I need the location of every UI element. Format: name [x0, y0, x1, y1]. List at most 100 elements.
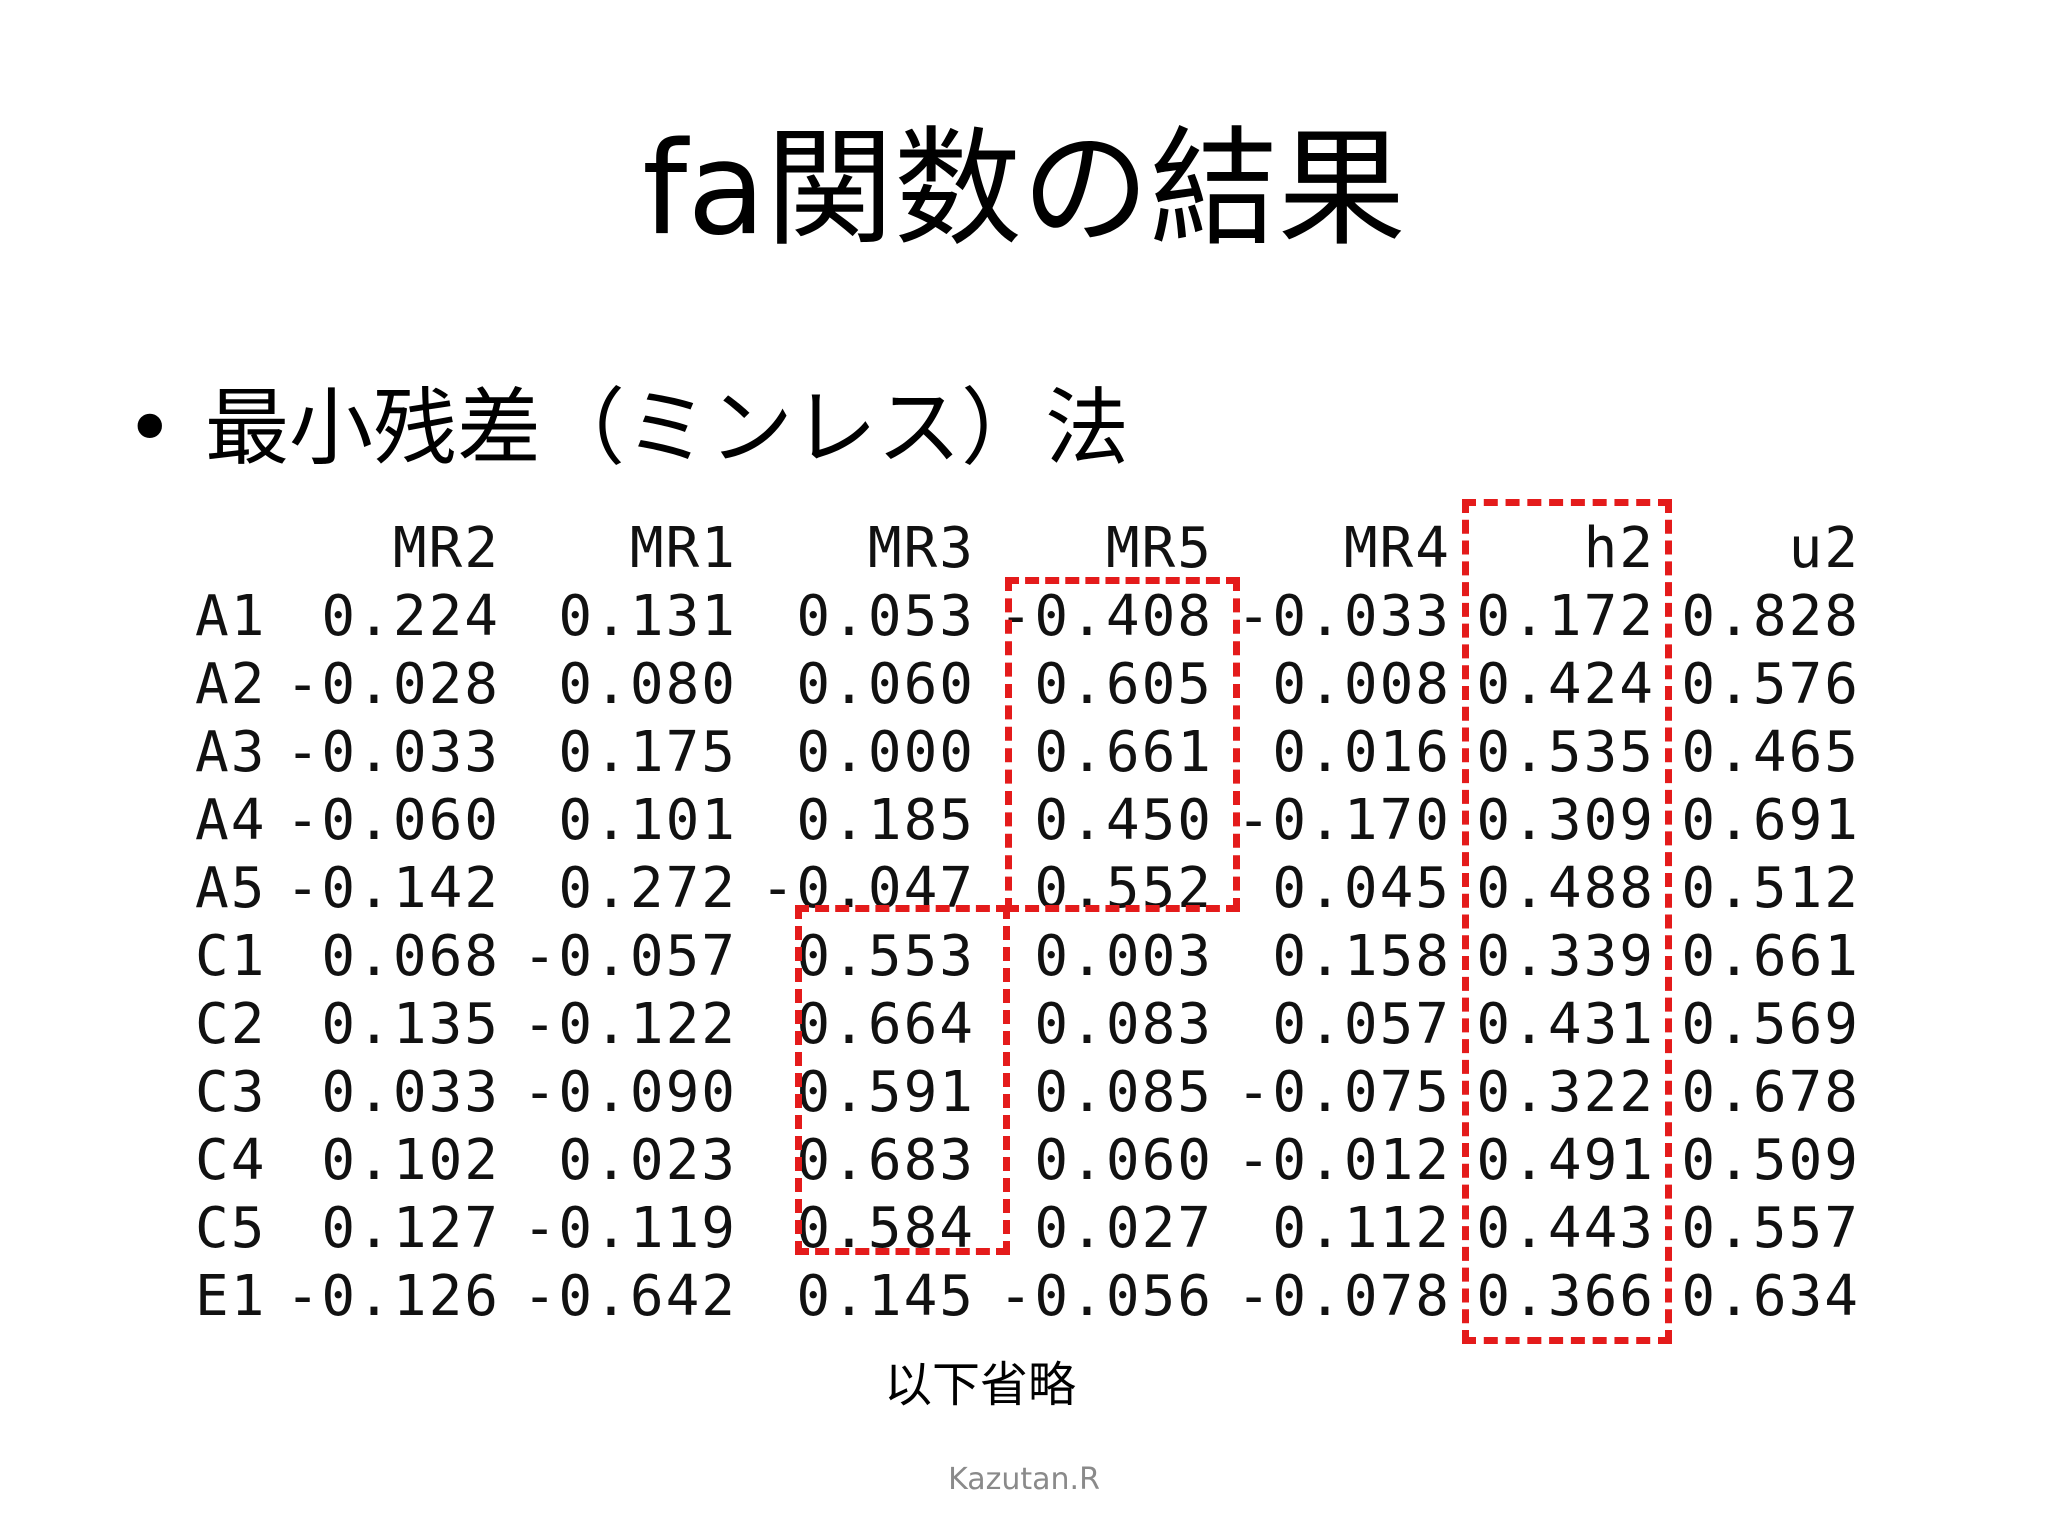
table-cell: 0.027 — [1034, 1196, 1213, 1261]
table-cell: 0.033 — [321, 1060, 500, 1125]
table-cell: 0.131 — [558, 584, 737, 649]
table-cell: 0.080 — [558, 652, 737, 717]
table-cell: 0.664 — [796, 992, 975, 1057]
table-cell: 0.309 — [1476, 788, 1655, 853]
row-label-a1: A1 — [195, 584, 267, 649]
table-cell: 0.339 — [1476, 924, 1655, 989]
table-cell: 0.553 — [796, 924, 975, 989]
bullet-item: • 最小残差（ミンレス）法 — [125, 378, 1129, 478]
table-cell: -0.642 — [522, 1264, 737, 1329]
table-cell: -0.408 — [998, 584, 1213, 649]
table-cell: 0.465 — [1681, 720, 1860, 785]
table-cell: 0.512 — [1681, 856, 1860, 921]
table-cell: -0.122 — [522, 992, 737, 1057]
table-cell: 0.591 — [796, 1060, 975, 1125]
table-cell: -0.056 — [998, 1264, 1213, 1329]
table-cell: -0.033 — [285, 720, 500, 785]
table-cell: -0.170 — [1236, 788, 1451, 853]
row-label-a2: A2 — [195, 652, 267, 717]
table-cell: 0.016 — [1272, 720, 1451, 785]
table-cell: 0.172 — [1476, 584, 1655, 649]
table-cell: 0.488 — [1476, 856, 1655, 921]
row-label-c1: C1 — [195, 924, 267, 989]
table-cell: 0.605 — [1034, 652, 1213, 717]
highlight-box-mr5-a-items — [1005, 577, 1240, 912]
table-cell: 0.424 — [1476, 652, 1655, 717]
table-cell: -0.028 — [285, 652, 500, 717]
table-cell: 0.068 — [321, 924, 500, 989]
table-cell: -0.033 — [1236, 584, 1451, 649]
table-cell: -0.075 — [1236, 1060, 1451, 1125]
table-cell: 0.828 — [1681, 584, 1860, 649]
highlight-box-h2-column — [1462, 499, 1672, 1344]
column-header-h2: h2 — [1583, 516, 1655, 581]
table-cell: 0.175 — [558, 720, 737, 785]
table-cell: 0.085 — [1034, 1060, 1213, 1125]
table-cell: 0.057 — [1272, 992, 1451, 1057]
table-cell: 0.661 — [1681, 924, 1860, 989]
table-cell: 0.535 — [1476, 720, 1655, 785]
table-cell: 0.185 — [796, 788, 975, 853]
row-label-c4: C4 — [195, 1128, 267, 1193]
table-cell: 0.322 — [1476, 1060, 1655, 1125]
slide-title: fa関数の結果 — [642, 115, 1406, 264]
table-cell: 0.569 — [1681, 992, 1860, 1057]
fa-result-table: MR2 MR1 MR3 MR5 MR4 h2 u2 A1 0.224 0.131 0.053 -0.4… — [195, 499, 1875, 1485]
highlight-box-mr3-c-items — [795, 905, 1010, 1255]
table-cell: 0.576 — [1681, 652, 1860, 717]
table-cell: 0.224 — [321, 584, 500, 649]
row-label-c5: C5 — [195, 1196, 267, 1261]
table-cell: 0.366 — [1476, 1264, 1655, 1329]
table-cell: 0.112 — [1272, 1196, 1451, 1261]
table-cell: 0.060 — [1034, 1128, 1213, 1193]
row-label-c3: C3 — [195, 1060, 267, 1125]
row-label-a4: A4 — [195, 788, 267, 853]
table-cell: 0.450 — [1034, 788, 1213, 853]
column-header-mr3: MR3 — [867, 516, 975, 581]
column-header-mr4: MR4 — [1343, 516, 1451, 581]
table-cell: 0.101 — [558, 788, 737, 853]
table-cell: 0.491 — [1476, 1128, 1655, 1193]
table-cell: 0.135 — [321, 992, 500, 1057]
column-header-mr1: MR1 — [629, 516, 737, 581]
table-cell: 0.003 — [1034, 924, 1213, 989]
column-header-mr5: MR5 — [1105, 516, 1213, 581]
row-label-a5: A5 — [195, 856, 267, 921]
table-cell: -0.119 — [522, 1196, 737, 1261]
table-cell: 0.158 — [1272, 924, 1451, 989]
table-cell: 0.691 — [1681, 788, 1860, 853]
table-cell: 0.045 — [1272, 856, 1451, 921]
table-cell: 0.678 — [1681, 1060, 1860, 1125]
bullet-dot-icon: • — [125, 379, 175, 477]
table-cell: 0.634 — [1681, 1264, 1860, 1329]
table-cell: 0.431 — [1476, 992, 1655, 1057]
row-label-a3: A3 — [195, 720, 267, 785]
table-cell: -0.012 — [1236, 1128, 1451, 1193]
table-cell: -0.060 — [285, 788, 500, 853]
column-header-u2: u2 — [1788, 516, 1860, 581]
table-cell: -0.142 — [285, 856, 500, 921]
table-cell: 0.127 — [321, 1196, 500, 1261]
table-cell: -0.057 — [522, 924, 737, 989]
table-cell: 0.008 — [1272, 652, 1451, 717]
table-cell: 0.060 — [796, 652, 975, 717]
table-cell: 0.000 — [796, 720, 975, 785]
bullet-text: 最小残差（ミンレス）法 — [205, 379, 1130, 477]
row-label-c2: C2 — [195, 992, 267, 1057]
table-cell: 0.683 — [796, 1128, 975, 1193]
table-cell: 0.145 — [796, 1264, 975, 1329]
table-cell: 0.443 — [1476, 1196, 1655, 1261]
footer-credit: Kazutan.R — [948, 1462, 1100, 1497]
table-cell: 0.661 — [1034, 720, 1213, 785]
table-cell: 0.557 — [1681, 1196, 1860, 1261]
table-cell: 0.102 — [321, 1128, 500, 1193]
table-cell: 0.272 — [558, 856, 737, 921]
table-cell: -0.078 — [1236, 1264, 1451, 1329]
table-cell: 0.023 — [558, 1128, 737, 1193]
column-header-mr2: MR2 — [392, 516, 500, 581]
table-cell: 0.509 — [1681, 1128, 1860, 1193]
table-cell: 0.053 — [796, 584, 975, 649]
omitted-note: 以下省略 — [883, 1357, 1076, 1413]
table-cell: -0.090 — [522, 1060, 737, 1125]
